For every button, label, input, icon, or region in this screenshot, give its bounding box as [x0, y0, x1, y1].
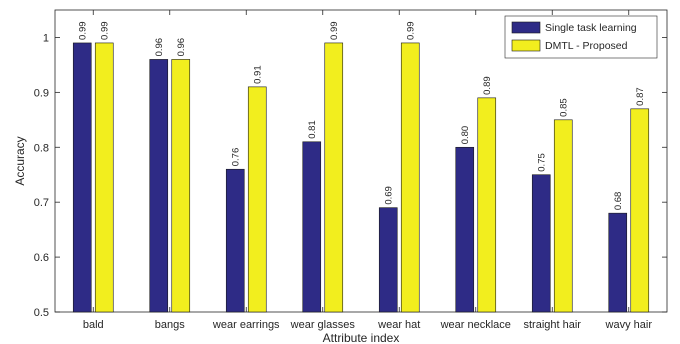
bar-dmtl-proposed-bangs	[171, 59, 191, 313]
bar-dmtl-proposed-straight-hair	[553, 119, 573, 313]
x-tick-label-wear-necklace: wear necklace	[440, 319, 511, 331]
bar-dmtl-proposed-wear-necklace	[477, 97, 497, 313]
bar-single-task-learning-bald	[72, 42, 92, 313]
x-tick-label-bald: bald	[83, 319, 104, 331]
data-label-dmtl-proposed-straight-hair: 0.85	[559, 98, 570, 117]
legend-swatch-single-task	[511, 21, 541, 34]
y-tick-label: 0.8	[34, 142, 49, 154]
y-axis-title: Accuracy	[13, 136, 27, 185]
data-label-single-task-learning-straight-hair: 0.75	[537, 153, 548, 172]
bar-single-task-learning-bangs	[149, 59, 169, 313]
bar-single-task-learning-wear-necklace	[455, 146, 475, 313]
x-tick-label-wear-earrings: wear earrings	[212, 319, 280, 331]
data-label-single-task-learning-bangs: 0.96	[154, 38, 165, 57]
data-label-single-task-learning-bald: 0.99	[78, 21, 89, 40]
bar-dmtl-proposed-wear-hat	[400, 42, 420, 313]
data-label-single-task-learning-wear-necklace: 0.80	[460, 126, 471, 145]
x-tick-label-wear-glasses: wear glasses	[290, 319, 356, 331]
data-label-dmtl-proposed-wear-earrings: 0.91	[253, 65, 264, 84]
legend-label-single-task: Single task learning	[545, 22, 637, 34]
x-tick-label-wavy-hair: wavy hair	[605, 319, 653, 331]
data-label-dmtl-proposed-bald: 0.99	[100, 21, 111, 40]
data-label-dmtl-proposed-wavy-hair: 0.87	[635, 87, 646, 106]
bars-layer	[72, 42, 650, 313]
y-axis: 0.50.60.70.80.91	[34, 32, 667, 319]
y-tick-label: 0.9	[34, 87, 49, 99]
data-label-single-task-learning-wear-glasses: 0.81	[307, 120, 318, 139]
bar-single-task-learning-wavy-hair	[608, 212, 628, 313]
y-tick-label: 1	[43, 32, 49, 44]
bar-dmtl-proposed-wear-earrings	[247, 86, 267, 313]
data-label-dmtl-proposed-wear-necklace: 0.89	[482, 76, 493, 95]
bar-dmtl-proposed-wear-glasses	[324, 42, 344, 313]
y-tick-label: 0.7	[34, 197, 49, 209]
data-label-dmtl-proposed-bangs: 0.96	[176, 38, 187, 57]
data-label-dmtl-proposed-wear-glasses: 0.99	[329, 21, 340, 40]
bar-single-task-learning-wear-hat	[378, 207, 398, 313]
bar-single-task-learning-wear-glasses	[302, 141, 322, 313]
data-label-single-task-learning-wear-hat: 0.69	[384, 186, 395, 205]
x-tick-label-bangs: bangs	[155, 319, 185, 331]
x-tick-label-straight-hair: straight hair	[524, 319, 582, 331]
y-tick-label: 0.6	[34, 252, 49, 264]
legend-label-dmtl: DMTL - Proposed	[545, 40, 628, 52]
bar-dmtl-proposed-bald	[94, 42, 114, 313]
data-label-single-task-learning-wavy-hair: 0.68	[613, 192, 624, 211]
legend: Single task learning DMTL - Proposed	[504, 15, 658, 59]
data-labels-layer: 0.99 0.99 0.96 0.96 0.76 0.91 0.81 0.99 0.69 0.99…	[78, 21, 647, 210]
bar-single-task-learning-straight-hair	[531, 174, 551, 313]
bar-dmtl-proposed-wavy-hair	[630, 108, 650, 313]
y-tick-label: 0.5	[34, 307, 49, 319]
x-axis-title: Attribute index	[323, 331, 400, 344]
data-label-single-task-learning-wear-earrings: 0.76	[231, 148, 242, 167]
bar-single-task-learning-wear-earrings	[225, 168, 245, 313]
x-axis: bald bangs wear earrings wear glasses wear h…	[83, 10, 652, 331]
data-label-dmtl-proposed-wear-hat: 0.99	[406, 21, 417, 40]
legend-swatch-dmtl	[511, 39, 541, 52]
x-tick-label-wear-hat: wear hat	[377, 319, 420, 331]
